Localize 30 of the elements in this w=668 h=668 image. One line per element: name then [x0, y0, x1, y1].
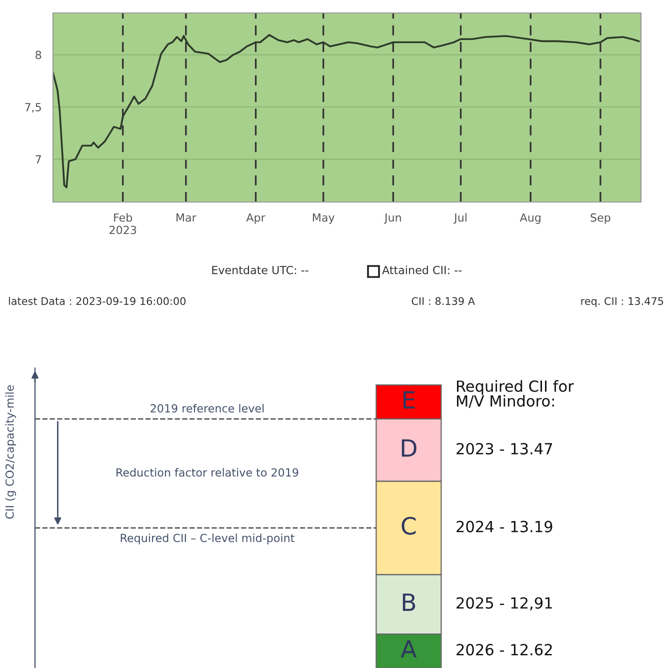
x-tick-label: Mar: [176, 213, 196, 222]
x-tick-label: May: [312, 213, 334, 224]
text: Attained CII: --: [382, 266, 462, 274]
text: 2025 - 12,91: [456, 597, 552, 610]
x-tick-label: Apr: [246, 213, 266, 224]
text: Eventdate UTC: --: [212, 266, 308, 274]
x-tick-label: Aug: [520, 213, 540, 224]
y-tick-label: 7: [36, 155, 41, 164]
text: 2023 - 13.47: [456, 442, 552, 455]
text: latest Data : 2023-09-19 16:00:00: [8, 296, 186, 306]
series-label: E: [404, 391, 415, 408]
x-tick-label: Jun: [384, 213, 401, 224]
series-label: C: [402, 516, 416, 535]
y-tick-label: 7,5: [25, 103, 41, 112]
text: 2026 - 12.62: [456, 644, 552, 656]
x-tick-label: Sep: [590, 213, 610, 224]
x-tick-label: Jul: [453, 213, 466, 224]
series-label: A: [400, 640, 417, 658]
ref-line-label: 2019 reference level: [150, 404, 264, 413]
series-label: B: [402, 594, 416, 611]
text: Reduction factor relative to 2019: [116, 468, 298, 477]
ref-line-label: Required CII – C-level mid-point: [120, 534, 294, 544]
text: Required CII for M/V Mindoro:: [456, 380, 574, 408]
text: CII : 8.139 A: [412, 297, 475, 306]
x-tick-label: Feb 2023: [110, 213, 136, 234]
y-tick-label: 8: [36, 50, 42, 60]
y-axis-title: CII (g CO2/capacity-mile: [5, 385, 16, 519]
text: req. CII : 13.475: [581, 297, 664, 308]
text: 2024 - 13.19: [456, 520, 552, 532]
series-label: D: [402, 439, 416, 457]
